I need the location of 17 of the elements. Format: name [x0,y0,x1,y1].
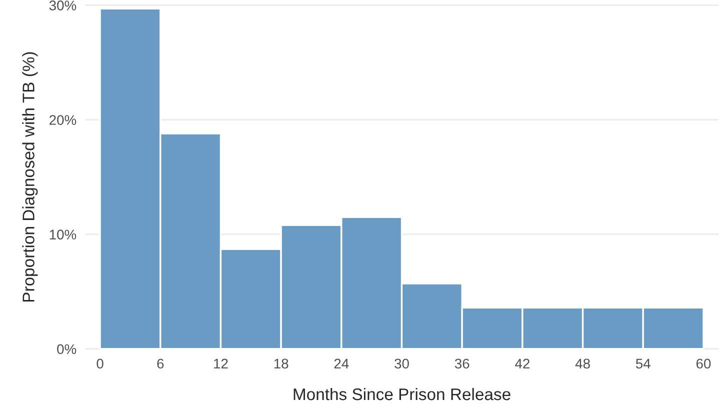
x-tick-label: 48 [575,358,590,369]
y-tick-label: 10% [50,230,76,240]
x-tick-label: 60 [696,358,711,369]
x-axis-title: Months Since Prison Release [294,388,510,400]
y-axis-title: Proportion Diagnosed with TB (%) [22,52,38,302]
x-tick-label: 42 [515,358,530,368]
x-tick-label: 6 [157,358,164,369]
x-tick-label: 0 [96,358,104,369]
y-tick-label: 0% [57,344,76,354]
x-tick-label: 54 [636,358,650,369]
y-tick-label: 20% [50,115,76,125]
x-tick-label: 36 [454,358,470,369]
y-tick-label: 30% [49,0,76,10]
x-tick-label: 18 [274,358,288,369]
x-tick-label: 12 [214,358,228,368]
x-tick-label: 24 [334,358,349,368]
x-tick-label: 30 [394,358,409,369]
